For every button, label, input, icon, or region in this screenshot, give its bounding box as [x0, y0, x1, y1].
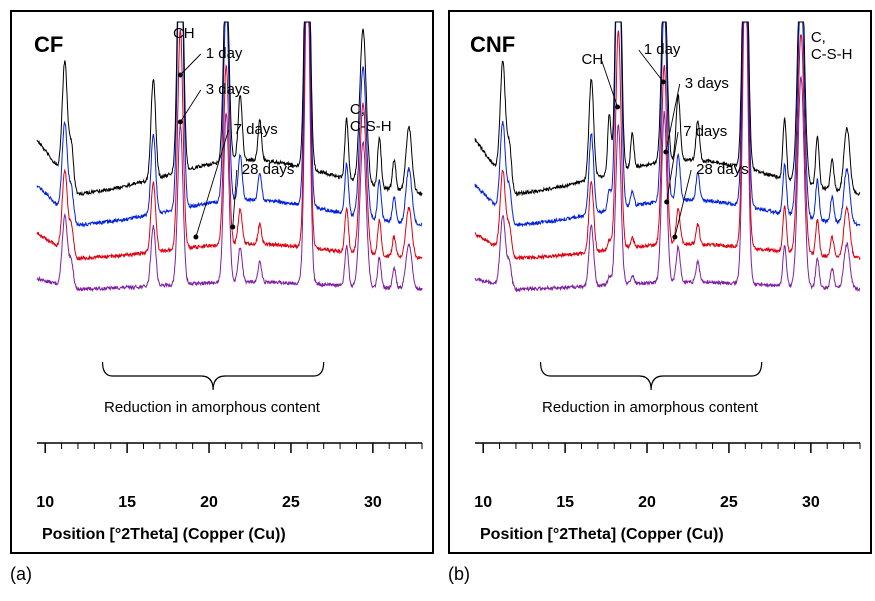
- xticks-cnf: 10 15 20 25 30: [450, 494, 870, 518]
- annotation-label: C, C-S-H: [350, 102, 392, 135]
- leader-dot: [230, 225, 235, 230]
- amorphous-bracket: [541, 362, 762, 390]
- panel-cf: CF Position [°2Theta] (Copper (Cu)) 10 15…: [10, 10, 434, 554]
- annotation-label: 3 days: [206, 82, 250, 99]
- xlabel-cnf: Position [°2Theta] (Copper (Cu)): [480, 526, 860, 544]
- sample-label-cnf: CNF: [470, 32, 515, 58]
- xtick-label: 10: [36, 494, 54, 512]
- amorphous-label: Reduction in amorphous content: [104, 400, 320, 417]
- annotation-label: 7 days: [234, 122, 278, 139]
- panel-cnf: CNF Position [°2Theta] (Copper (Cu)) 101…: [448, 10, 872, 554]
- leader-dot: [661, 80, 666, 85]
- leader-dot: [664, 200, 669, 205]
- annotation-label: 7 days: [683, 124, 727, 141]
- amorphous-label: Reduction in amorphous content: [542, 400, 758, 417]
- xticks-cf: 10 15 20 25 30: [12, 494, 432, 518]
- annotation-label: 1 day: [644, 42, 681, 59]
- annotation-label: C, C-S-H: [811, 30, 853, 63]
- annotation-label: CH: [581, 52, 603, 69]
- amorphous-bracket: [103, 362, 324, 390]
- xtick-label: 25: [282, 494, 300, 512]
- leader-dot: [663, 150, 668, 155]
- caption-b: (b): [448, 564, 470, 585]
- xtick-label: 30: [802, 494, 820, 512]
- xtick-label: 25: [720, 494, 738, 512]
- leader-dot: [672, 235, 677, 240]
- annotation-label: 3 days: [685, 76, 729, 93]
- xtick-label: 10: [474, 494, 492, 512]
- xtick-label: 15: [556, 494, 574, 512]
- caption-a: (a): [10, 564, 32, 585]
- xtick-label: 30: [364, 494, 382, 512]
- annotation-label: CH: [173, 26, 195, 43]
- xlabel-cf: Position [°2Theta] (Copper (Cu)): [42, 526, 422, 544]
- sample-label-cf: CF: [34, 32, 63, 58]
- cnf-chart: [450, 12, 870, 552]
- leader-dot: [178, 120, 183, 125]
- xtick-label: 20: [200, 494, 218, 512]
- annotation-label: 28 days: [242, 162, 295, 179]
- leader-line: [675, 170, 691, 237]
- annotation-label: 1 day: [206, 46, 243, 63]
- annotation-label: 28 days: [696, 162, 749, 179]
- leader-dot: [178, 73, 183, 78]
- leader-dot: [193, 235, 198, 240]
- leader-line: [180, 90, 200, 122]
- xtick-label: 20: [638, 494, 656, 512]
- xtick-label: 15: [118, 494, 136, 512]
- leader-dot: [615, 105, 620, 110]
